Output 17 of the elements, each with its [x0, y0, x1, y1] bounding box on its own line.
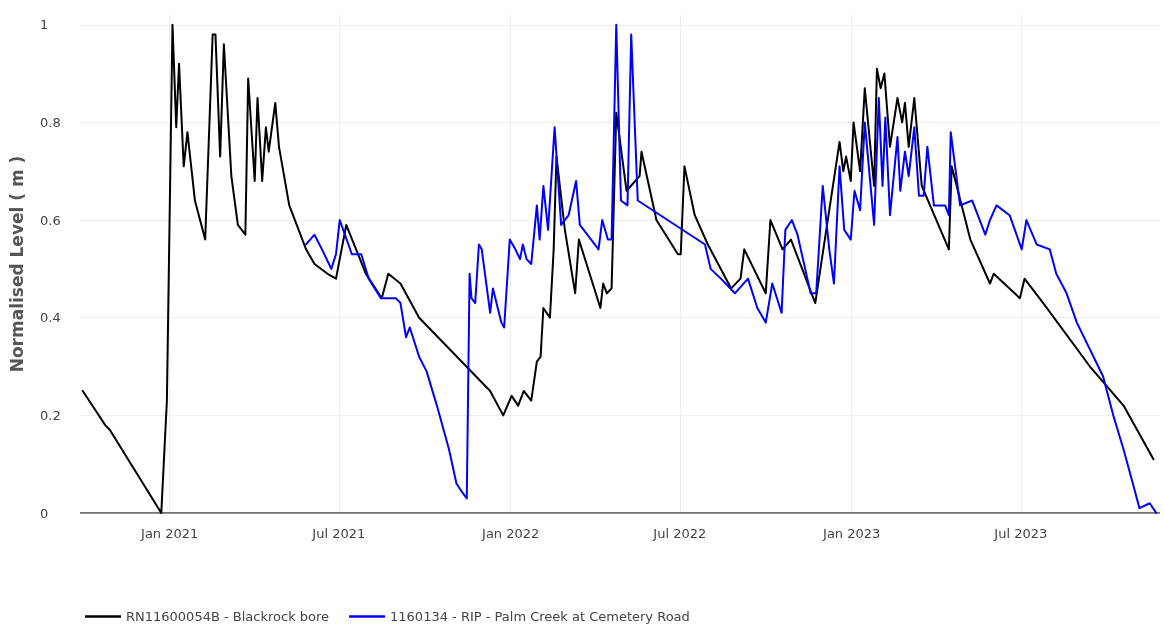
x-tick-label: Jul 2021 [311, 526, 366, 541]
x-tick-label: Jan 2021 [140, 526, 199, 541]
x-tick-label: Jul 2022 [652, 526, 707, 541]
legend-label: RN11600054B - Blackrock bore [126, 609, 330, 624]
legend-label: 1160134 - RIP - Palm Creek at Cemetery Road [390, 609, 690, 624]
y-tick-label: 1 [40, 17, 49, 33]
x-tick-label: Jan 2023 [822, 526, 881, 541]
line-series [305, 23, 1158, 514]
y-tick-label: 0.6 [40, 212, 61, 228]
y-tick-label: 0 [40, 505, 49, 521]
x-tick-label: Jul 2023 [993, 526, 1048, 541]
y-axis-title: Normalised Level ( m ) [6, 155, 27, 373]
y-tick-label: 0.2 [40, 407, 61, 423]
y-tick-label: 0.8 [40, 114, 61, 130]
x-tick-label: Jan 2022 [481, 526, 540, 541]
line-series [81, 23, 1155, 514]
y-tick-label: 0.4 [40, 310, 61, 326]
